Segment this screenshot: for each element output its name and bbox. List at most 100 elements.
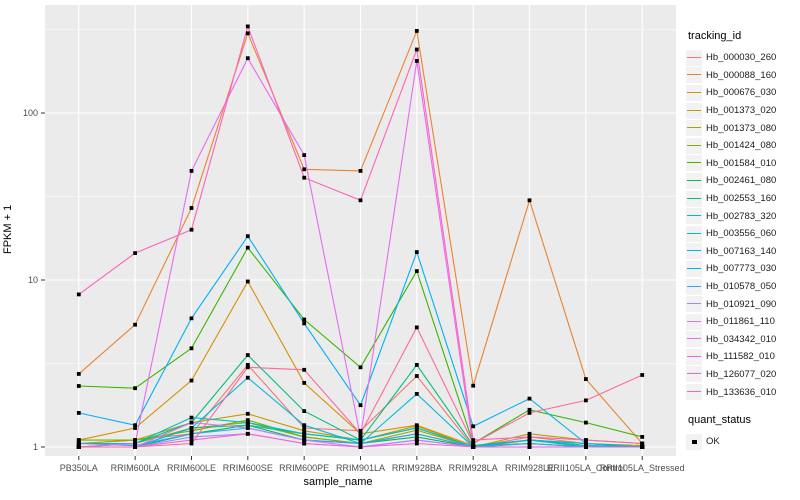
legend-key-swatch	[686, 366, 702, 383]
legend-key-swatch	[686, 331, 702, 348]
y-axis-title: FPKM + 1	[2, 204, 14, 254]
legend-key-swatch	[686, 225, 702, 242]
data-point-Hb_007773_030	[189, 316, 194, 321]
data-point-Hb_000088_160	[245, 31, 250, 36]
data-point-Hb_133636_010	[133, 445, 137, 449]
legend-line-icon	[687, 373, 701, 375]
data-point-Hb_007163_140	[189, 426, 194, 430]
data-point-Hb_034342_010	[358, 435, 363, 439]
data-point-Hb_003556_060	[189, 415, 194, 420]
legend-key-swatch	[686, 67, 702, 84]
data-point-Hb_034342_010	[245, 56, 250, 61]
black-square-marker-icon	[692, 439, 697, 445]
x-tick-label: RRIM928LA	[449, 463, 498, 473]
data-point-Hb_111582_010	[471, 445, 476, 449]
data-point-Hb_002461_080	[414, 435, 419, 439]
y-tick-label: 1	[33, 442, 38, 452]
legend-line-icon	[687, 127, 701, 129]
legend-key-swatch	[686, 384, 702, 401]
legend-item-label: Hb_010578_050	[706, 281, 777, 293]
legend-item-Hb_002461_080: Hb_002461_080	[686, 172, 798, 190]
data-point-Hb_133636_010	[414, 325, 419, 330]
data-point-Hb_000676_030	[189, 378, 194, 383]
legend-item-Hb_000088_160: Hb_000088_160	[686, 67, 798, 85]
data-point-Hb_133636_010	[76, 445, 81, 449]
legend-item-Hb_007163_140: Hb_007163_140	[686, 243, 798, 261]
legend-item-label: Hb_111582_010	[706, 351, 775, 363]
data-point-Hb_126077_020	[133, 251, 137, 255]
legend-key-swatch	[686, 155, 702, 172]
data-point-Hb_001584_010	[133, 386, 137, 391]
data-point-Hb_010578_050	[527, 441, 532, 446]
data-point-Hb_007163_140	[302, 423, 307, 428]
data-point-Hb_133636_010	[189, 441, 194, 446]
legend-line-icon	[687, 144, 701, 146]
legend-line-icon	[687, 320, 701, 322]
data-point-Hb_001424_080	[245, 418, 250, 422]
data-point-Hb_007773_030	[358, 403, 363, 408]
data-point-Hb_111582_010	[527, 445, 532, 449]
legend-item-label: Hb_003556_060	[706, 228, 777, 240]
legend-item-label: OK	[706, 436, 720, 448]
legend-item-label: Hb_001424_080	[706, 140, 777, 152]
data-point-Hb_001373_020	[302, 428, 307, 433]
x-tick-label: RRII105LA_Control	[547, 463, 625, 473]
legend-items-quant-status: OK	[686, 433, 798, 451]
data-point-Hb_010578_050	[358, 441, 363, 446]
data-point-Hb_111582_010	[414, 441, 419, 446]
data-point-Hb_000088_160	[76, 372, 81, 376]
legend-key-swatch	[686, 260, 702, 277]
data-point-Hb_000030_260	[358, 428, 363, 433]
data-point-Hb_001373_020	[245, 411, 250, 416]
data-point-Hb_126077_020	[640, 441, 645, 446]
legend-line-icon	[687, 179, 701, 181]
y-tick-label: 10	[28, 275, 38, 285]
legend-key-swatch	[686, 278, 702, 295]
legend-item-Hb_034342_010: Hb_034342_010	[686, 331, 798, 349]
data-point-Hb_133636_010	[584, 398, 588, 403]
legend-key-swatch	[686, 348, 702, 365]
x-tick-label: RRIM600SE	[223, 463, 273, 473]
legend-line-icon	[687, 338, 701, 340]
legend-item-Hb_011861_110: Hb_011861_110	[686, 313, 798, 331]
data-point-Hb_011861_110	[302, 438, 307, 442]
data-point-Hb_034342_010	[302, 153, 307, 157]
legend-item-Hb_000030_260: Hb_000030_260	[686, 49, 798, 67]
data-point-Hb_002783_320	[245, 423, 250, 428]
data-point-Hb_126077_020	[245, 24, 250, 29]
legend-item-label: Hb_000030_260	[706, 52, 777, 64]
legend-item-Hb_111582_010: Hb_111582_010	[686, 348, 798, 366]
legend-item-label: Hb_034342_010	[706, 333, 777, 345]
data-point-Hb_003556_060	[358, 438, 363, 442]
legend-line-icon	[687, 91, 701, 93]
legend-key-swatch	[686, 49, 702, 66]
data-point-Hb_000030_260	[302, 426, 307, 430]
legend-key-swatch	[686, 296, 702, 313]
data-point-Hb_001373_020	[414, 423, 419, 428]
data-point-Hb_000676_030	[245, 279, 250, 284]
data-point-Hb_002553_160	[414, 363, 419, 367]
legend-item-label: Hb_001584_010	[706, 157, 777, 169]
data-point-Hb_111582_010	[302, 441, 307, 446]
legend-line-icon	[687, 56, 701, 58]
data-point-Hb_007163_140	[527, 438, 532, 442]
data-point-Hb_001584_010	[584, 420, 588, 425]
x-tick-label: RRIM928LE	[505, 463, 554, 473]
data-point-Hb_003556_060	[245, 420, 250, 425]
legend-item-label: Hb_007163_140	[706, 245, 777, 257]
data-point-Hb_000030_260	[414, 374, 419, 378]
data-point-Hb_133636_010	[358, 431, 363, 436]
legend-item-Hb_003556_060: Hb_003556_060	[686, 225, 798, 243]
data-point-Hb_001584_010	[640, 435, 645, 439]
data-point-Hb_011861_110	[189, 420, 194, 425]
data-point-Hb_007773_030	[133, 423, 137, 428]
legend-item-Hb_133636_010: Hb_133636_010	[686, 383, 798, 401]
data-point-Hb_000088_160	[527, 198, 532, 203]
legend-quant-status: quant_status OK	[686, 414, 798, 451]
data-point-Hb_126077_020	[76, 292, 81, 297]
data-point-Hb_001424_080	[133, 438, 137, 442]
data-point-Hb_001424_080	[302, 435, 307, 439]
data-point-Hb_000088_160	[584, 377, 588, 381]
legend-line-icon	[687, 215, 701, 217]
